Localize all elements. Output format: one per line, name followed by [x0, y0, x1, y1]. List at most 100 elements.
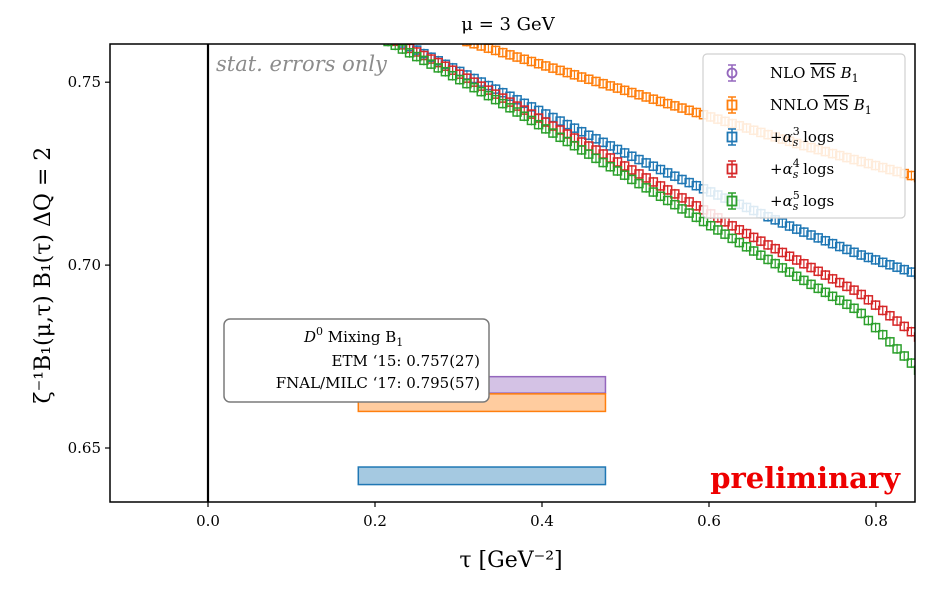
series-2-point: [863, 252, 874, 263]
series-2-point: [877, 257, 888, 268]
info-box-fnal: FNAL/MILC ‘17: 0.795(57): [276, 374, 480, 392]
series-0: [187, 0, 923, 10]
series-3-point: [305, 0, 313, 6]
series-3-point: [298, 0, 306, 4]
window-band-2: [357, 466, 607, 486]
series-1-point: [512, 52, 522, 62]
stat-errors-note: stat. errors only: [216, 52, 388, 76]
series-1-point: [519, 54, 530, 65]
series-2-point: [791, 224, 802, 234]
series-3-point: [363, 24, 371, 32]
series-2-point: [377, 29, 385, 37]
series-1-point: [384, 13, 392, 21]
series-1-point: [612, 83, 623, 93]
series-1-point: [533, 58, 544, 69]
series-1-point: [627, 87, 637, 98]
x-tick-label: 0.4: [530, 512, 554, 530]
legend-marker: [726, 67, 738, 79]
series-2-point: [849, 247, 859, 258]
legend-entry-sub: 1: [852, 72, 859, 85]
x-tick-label: 0.8: [864, 512, 888, 530]
series-3-point: [327, 7, 335, 15]
y-axis-title: ζ⁻¹B₁(μ,τ) B₁(τ) ΔQ = 2: [31, 147, 56, 404]
series-2-point: [355, 19, 363, 27]
series-1-point: [476, 44, 487, 51]
info-box-title-sup: 0: [316, 325, 323, 338]
info-box-etm: ETM ‘15: 0.757(27): [332, 352, 481, 370]
x-tick-label: 0.2: [363, 512, 387, 530]
series-1-point: [598, 78, 608, 89]
axes: 0.00.20.40.60.80.650.700.750.800.85: [68, 43, 916, 530]
legend-marker: [726, 131, 738, 143]
info-box-title-main: D: [303, 328, 316, 346]
series-0-point: [212, 0, 220, 5]
series-2-point: [784, 221, 795, 231]
series-0-point: [205, 1, 213, 9]
legend-entry-prefix: +α: [770, 192, 793, 210]
series-2-point: [305, 0, 313, 5]
series-3-point: [320, 4, 328, 12]
series-1-point: [576, 72, 587, 82]
series-4-point: [377, 34, 385, 42]
legend-entry-ms: MS: [810, 64, 836, 82]
series-1-point: [641, 92, 651, 102]
series-4-point: [334, 13, 342, 21]
x-tick-label: 0.0: [196, 512, 220, 530]
legend-entry-sub: s: [793, 168, 799, 181]
series-3-point: [899, 321, 909, 332]
series-2-point: [913, 269, 915, 280]
series-4-point: [341, 16, 349, 24]
legend-entry-tail: B: [849, 96, 865, 114]
series-1-point: [469, 44, 479, 49]
legend-entry-sub: 1: [865, 104, 872, 117]
info-box-title: D0 Mixing B1: [303, 325, 403, 349]
series-2-point: [684, 177, 694, 188]
series-4-point: [298, 0, 306, 5]
series-1-point: [684, 105, 694, 116]
series-1-point: [455, 44, 465, 45]
series-4-point: [370, 30, 378, 38]
series-1-point: [584, 74, 594, 84]
series-2-point: [320, 2, 328, 10]
series-2-point: [885, 260, 895, 270]
series-2-point: [899, 264, 909, 275]
series-4-point: [913, 365, 915, 375]
info-box-title-tail: Mixing B: [323, 328, 396, 346]
series-3-point: [885, 311, 895, 321]
series-2-point: [892, 262, 902, 272]
series-2-point: [870, 255, 881, 265]
series-1-point: [391, 15, 399, 23]
d0-mixing-info-box: D0 Mixing B1 ETM ‘15: 0.757(27) FNAL/MIL…: [223, 318, 490, 403]
y-tick-label: 0.65: [68, 439, 101, 457]
series-4-point: [327, 9, 335, 17]
series-3-point: [906, 326, 915, 337]
series-4-point: [892, 344, 902, 354]
series-2-point: [777, 218, 788, 228]
series-2-point: [348, 15, 356, 23]
series-1-point: [569, 70, 580, 80]
series-3-point: [384, 34, 392, 42]
series-3-point: [348, 17, 356, 25]
series-3-point: [291, 0, 299, 1]
series-1-point: [406, 20, 414, 28]
legend-entry-tail: logs: [798, 160, 834, 178]
series-4-point: [849, 303, 859, 314]
series-1-point: [670, 101, 680, 111]
series-2-point: [834, 241, 845, 252]
legend-entry-ms: MS: [823, 96, 849, 114]
series-1-point: [591, 76, 601, 87]
series-2-point: [334, 9, 342, 17]
series-2-point: [363, 22, 371, 30]
x-axis-title: τ [GeV⁻²]: [459, 548, 562, 573]
series-0-point: [900, 0, 908, 1]
series-1-point: [498, 47, 508, 58]
series-3-point: [877, 305, 888, 316]
series-2-point: [813, 233, 823, 243]
series-0-point: [915, 0, 923, 3]
legend-entry-prefix: +α: [770, 128, 793, 146]
series-1-point: [398, 18, 406, 26]
series-1-point: [441, 31, 449, 39]
legend-entry-sup: 5: [793, 189, 800, 202]
series-3-point: [913, 332, 915, 342]
